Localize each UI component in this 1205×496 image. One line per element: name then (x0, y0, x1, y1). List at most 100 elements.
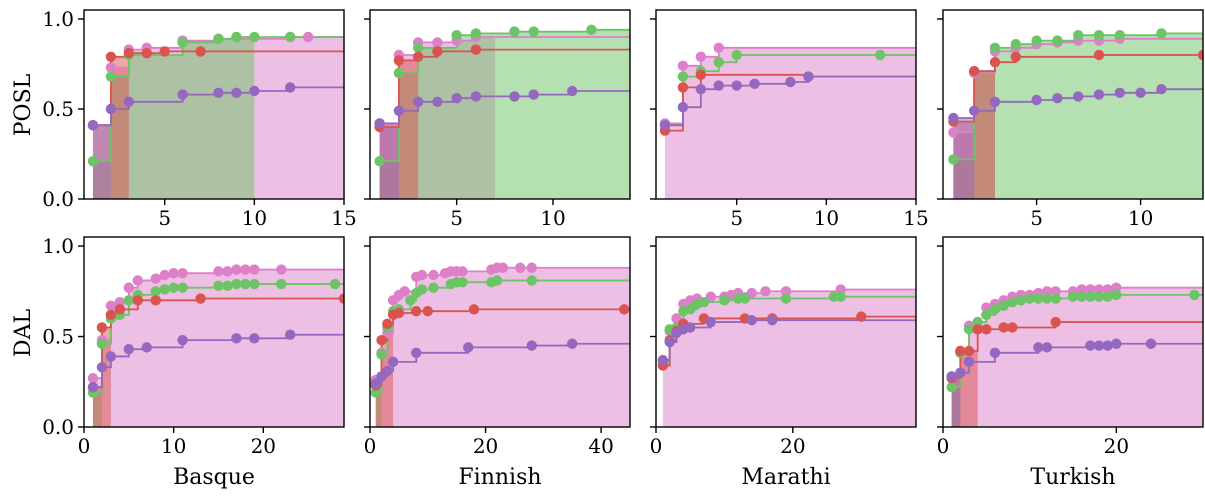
data-point-purple (285, 329, 296, 340)
data-point-red (105, 51, 117, 62)
plot-frame (942, 236, 1204, 428)
data-point-green (1031, 35, 1042, 46)
x-tick-label: 15 (903, 206, 928, 230)
chart-panel-posl-finnish: 5 10 (364, 9, 631, 230)
data-point-pink (428, 269, 439, 281)
data-point-green (150, 286, 161, 297)
x-tick-label: 10 (161, 434, 186, 458)
data-point-purple (177, 334, 188, 346)
data-point-red (195, 293, 206, 304)
data-point-purple (803, 71, 814, 82)
data-point-green (874, 49, 886, 61)
data-point-purple (746, 315, 757, 326)
series-line-red (92, 50, 344, 127)
data-point-red (432, 46, 443, 57)
y-tick-label: 0.5 (42, 325, 74, 349)
plot-frame (655, 9, 917, 200)
x-tick-label: 0 (937, 434, 950, 458)
plot-frame (369, 9, 631, 200)
data-point-purple (731, 80, 742, 91)
data-point-pink (713, 42, 724, 53)
area-fill-purple (92, 109, 111, 199)
data-point-pink (1050, 286, 1061, 297)
data-point-green (87, 156, 99, 167)
data-point-green (698, 296, 710, 308)
data-point-pink (1041, 286, 1053, 297)
data-point-pink (399, 286, 410, 297)
data-point-pink (87, 372, 99, 384)
data-point-purple (463, 342, 474, 353)
data-point-purple (946, 371, 957, 382)
data-point-red (1050, 316, 1061, 328)
data-point-green (586, 24, 597, 35)
data-point-red (412, 51, 424, 62)
data-point-green (1007, 296, 1018, 308)
data-point-green (177, 282, 188, 293)
data-point-green (1085, 291, 1096, 302)
series-line-purple (379, 90, 630, 125)
data-point-red (1010, 51, 1021, 62)
data-point-purple (87, 120, 99, 131)
data-point-red (470, 44, 482, 55)
chart-panel-dal-basque: 0.0 0.5 1.0 0 10 20 (42, 234, 345, 458)
plot-frame (83, 236, 345, 428)
data-point-purple (528, 89, 539, 100)
data-point-green (376, 349, 387, 360)
data-point-purple (713, 80, 724, 91)
data-point-green (835, 291, 846, 302)
data-point-green (972, 316, 983, 328)
data-point-green (393, 67, 405, 79)
data-point-green (1189, 289, 1200, 301)
data-point-green (470, 28, 482, 39)
data-point-pink (1085, 284, 1096, 295)
data-point-pink (105, 62, 117, 73)
data-point-red (422, 305, 433, 317)
data-point-green (1111, 289, 1122, 301)
data-point-purple (374, 118, 385, 129)
data-point-green (739, 293, 751, 304)
plot-area (87, 31, 344, 199)
data-point-purple (87, 381, 99, 393)
data-point-purple (432, 96, 443, 108)
x-tick-label: 15 (331, 206, 356, 230)
data-point-purple (567, 338, 578, 349)
data-point-green (276, 278, 287, 290)
data-point-purple (948, 112, 959, 124)
data-point-purple (1145, 338, 1157, 349)
data-point-red (132, 295, 143, 306)
data-point-purple (1114, 87, 1126, 99)
data-point-purple (1085, 340, 1096, 351)
area-fill-green (379, 29, 630, 199)
data-point-purple (963, 356, 975, 368)
data-point-green (719, 295, 730, 306)
data-point-purple (526, 340, 537, 351)
plot-frame (369, 236, 631, 428)
data-point-purple (664, 336, 675, 348)
data-point-green (946, 381, 957, 393)
data-point-red (393, 55, 405, 66)
x-tick-label: 0 (364, 434, 377, 458)
data-point-purple (685, 322, 696, 333)
data-point-purple (96, 362, 108, 373)
chart-panel-dal-marathi: 0 20 (650, 236, 917, 458)
data-point-green (168, 282, 179, 293)
data-point-red (963, 345, 975, 357)
data-point-green (285, 31, 296, 43)
data-point-red (972, 324, 983, 335)
x-tick-label: 10 (1128, 206, 1153, 230)
data-point-purple (969, 105, 980, 117)
data-point-pink (526, 262, 537, 273)
plot-area (659, 42, 916, 199)
data-point-pink (695, 51, 707, 62)
data-point-red (695, 69, 707, 81)
column-label-finnish: Finnish (458, 465, 541, 490)
data-point-red (96, 322, 108, 333)
data-point-purple (249, 333, 260, 344)
data-point-purple (249, 85, 260, 97)
plot-area (370, 262, 630, 427)
row-label-dal: DAL (11, 309, 36, 358)
data-point-green (780, 293, 792, 304)
x-tick-label: 5 (1030, 206, 1043, 230)
plot-area (657, 284, 916, 427)
